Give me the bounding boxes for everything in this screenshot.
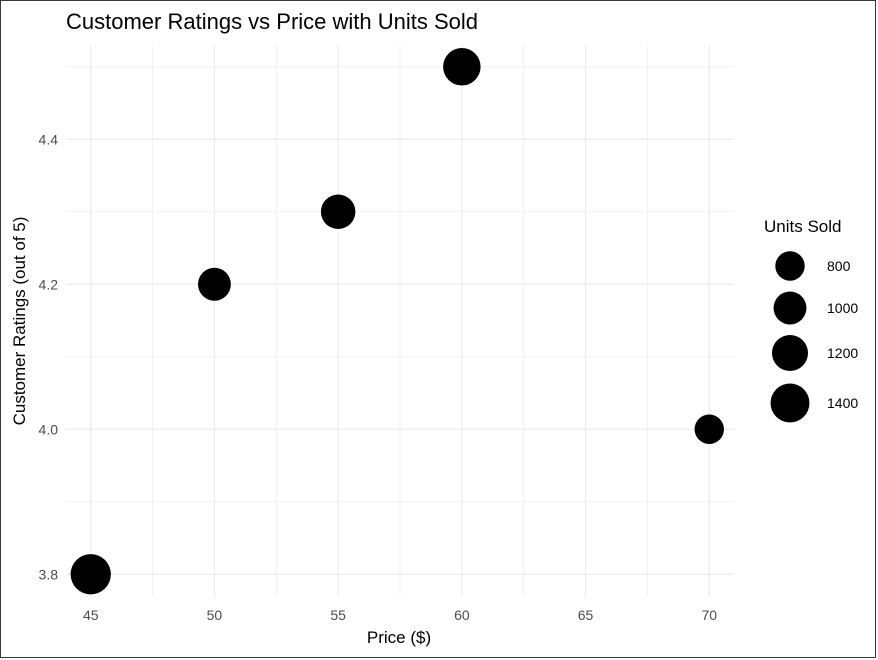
minor-grid — [66, 45, 734, 596]
data-point — [320, 194, 356, 229]
legend-key — [770, 383, 810, 423]
x-tick-label: 65 — [578, 607, 594, 623]
data-point — [694, 414, 724, 444]
data-point — [70, 554, 111, 595]
y-tick-label: 4.0 — [39, 421, 59, 437]
legend-title: Units Sold — [764, 217, 841, 236]
data-points — [70, 48, 724, 595]
y-tick-labels: 3.8 4.0 4.2 4.4 — [39, 131, 59, 582]
y-tick-label: 4.2 — [39, 276, 59, 292]
legend-label: 1200 — [827, 345, 858, 361]
x-tick-label: 50 — [207, 607, 223, 623]
legend-key — [775, 251, 805, 281]
x-tick-label: 55 — [330, 607, 346, 623]
x-tick-label: 45 — [83, 607, 99, 623]
major-grid — [66, 45, 734, 596]
legend-key — [773, 291, 807, 325]
legend-entries: 800 1000 1200 1400 — [770, 251, 858, 423]
data-point — [443, 48, 481, 86]
y-tick-label: 3.8 — [39, 566, 59, 582]
size-legend: Units Sold 800 1000 1200 1400 — [764, 217, 858, 423]
x-axis-label: Price ($) — [367, 628, 431, 647]
x-tick-label: 70 — [701, 607, 717, 623]
x-tick-label: 60 — [454, 607, 470, 623]
legend-key — [771, 334, 809, 372]
legend-label: 1400 — [827, 395, 858, 411]
chart-title: Customer Ratings vs Price with Units Sol… — [66, 9, 479, 34]
legend-label: 800 — [827, 258, 851, 274]
y-tick-label: 4.4 — [39, 131, 59, 147]
y-axis-label: Customer Ratings (out of 5) — [10, 217, 29, 426]
x-tick-labels: 45 50 55 60 65 70 — [83, 607, 717, 623]
data-point — [198, 267, 231, 301]
legend-label: 1000 — [827, 300, 858, 316]
